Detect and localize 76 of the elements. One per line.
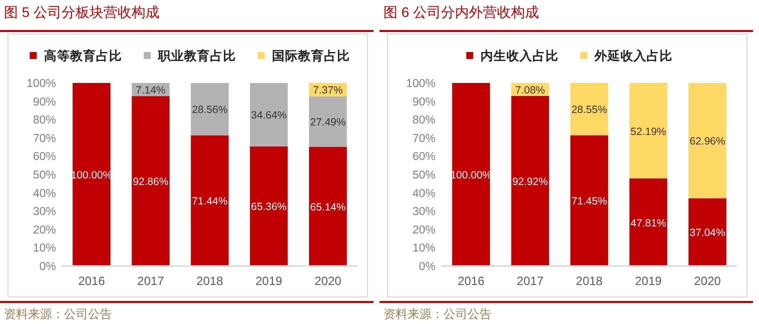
y-tick-label: 80%: [412, 114, 436, 127]
data-label: 62.96%: [690, 136, 726, 148]
data-label: 28.55%: [571, 104, 608, 116]
data-label: 7.08%: [515, 84, 546, 96]
x-tick-label: 2016: [458, 274, 485, 288]
x-tick-label: 2018: [196, 274, 224, 288]
y-tick-label: 100%: [406, 78, 436, 90]
data-label: 100.00%: [70, 170, 112, 182]
y-tick-label: 90%: [32, 96, 56, 108]
chart-title: 图 6 公司分内外营收构成: [384, 4, 540, 20]
y-tick-label: 60%: [32, 151, 56, 164]
data-label: 52.19%: [630, 126, 666, 138]
legend-label: 内生收入占比: [480, 48, 558, 63]
y-tick-label: 40%: [412, 188, 436, 200]
legend-label: 国际教育占比: [272, 48, 350, 63]
bar: [309, 146, 347, 266]
y-tick-label: 40%: [32, 188, 56, 200]
bar: [72, 83, 110, 266]
bar: [570, 83, 608, 136]
y-tick-label: 20%: [412, 224, 436, 236]
y-tick-label: 70%: [412, 132, 436, 145]
x-tick-label: 2019: [256, 274, 283, 288]
data-label: 34.64%: [251, 110, 287, 122]
data-label: 65.14%: [310, 201, 346, 214]
data-label: 37.04%: [690, 227, 726, 240]
x-tick-label: 2016: [78, 274, 106, 288]
data-label: 92.92%: [512, 176, 548, 188]
data-label: 28.56%: [192, 104, 228, 116]
data-label: 7.14%: [136, 84, 166, 97]
x-tick-label: 2018: [576, 274, 603, 288]
data-label: 65.36%: [251, 201, 287, 214]
y-tick-label: 20%: [32, 224, 56, 236]
y-tick-label: 0%: [418, 261, 436, 273]
y-tick-label: 10%: [32, 242, 56, 255]
bar: [132, 96, 170, 266]
data-label: 27.49%: [310, 116, 346, 129]
data-label: 100.00%: [450, 170, 492, 182]
bar: [250, 83, 288, 146]
x-tick-label: 2020: [314, 274, 342, 288]
y-tick-label: 30%: [32, 206, 56, 218]
legend-label: 高等教育占比: [44, 48, 122, 63]
y-tick-label: 80%: [32, 114, 56, 127]
y-tick-label: 90%: [412, 96, 436, 108]
bar: [688, 198, 726, 266]
bar: [570, 135, 608, 266]
x-tick-label: 2017: [516, 274, 544, 288]
legend-label: 职业教育占比: [156, 48, 236, 63]
bar: [452, 83, 490, 266]
y-tick-label: 100%: [26, 78, 56, 90]
bar: [190, 83, 229, 136]
text: 资料来源：公司公告: [384, 307, 492, 321]
y-tick-label: 50%: [32, 170, 56, 182]
data-label: 47.81%: [630, 217, 666, 230]
y-tick-label: 70%: [32, 132, 56, 145]
data-label: 7.37%: [313, 84, 343, 97]
y-tick-label: 10%: [412, 242, 436, 255]
bar: [688, 83, 726, 198]
y-tick-label: 0%: [39, 261, 56, 273]
text: 资料来源：公司公告: [4, 307, 112, 321]
x-tick-label: 2019: [635, 274, 662, 288]
legend-label: 外延收入占比: [593, 48, 672, 63]
y-tick-label: 30%: [412, 206, 436, 218]
bar: [629, 178, 668, 266]
x-tick-label: 2017: [137, 274, 164, 288]
x-tick-label: 2020: [694, 274, 722, 288]
data-label: 71.45%: [571, 196, 608, 208]
y-tick-label: 50%: [412, 170, 436, 182]
data-label: 71.44%: [192, 196, 228, 208]
bar: [190, 135, 229, 266]
y-tick-label: 60%: [412, 151, 436, 164]
bar: [511, 96, 550, 266]
bar: [250, 146, 288, 266]
bar: [309, 96, 347, 147]
data-label: 92.86%: [132, 176, 168, 188]
chart-title: 图 5 公司分板块营收构成: [4, 4, 160, 20]
bar: [629, 83, 668, 179]
